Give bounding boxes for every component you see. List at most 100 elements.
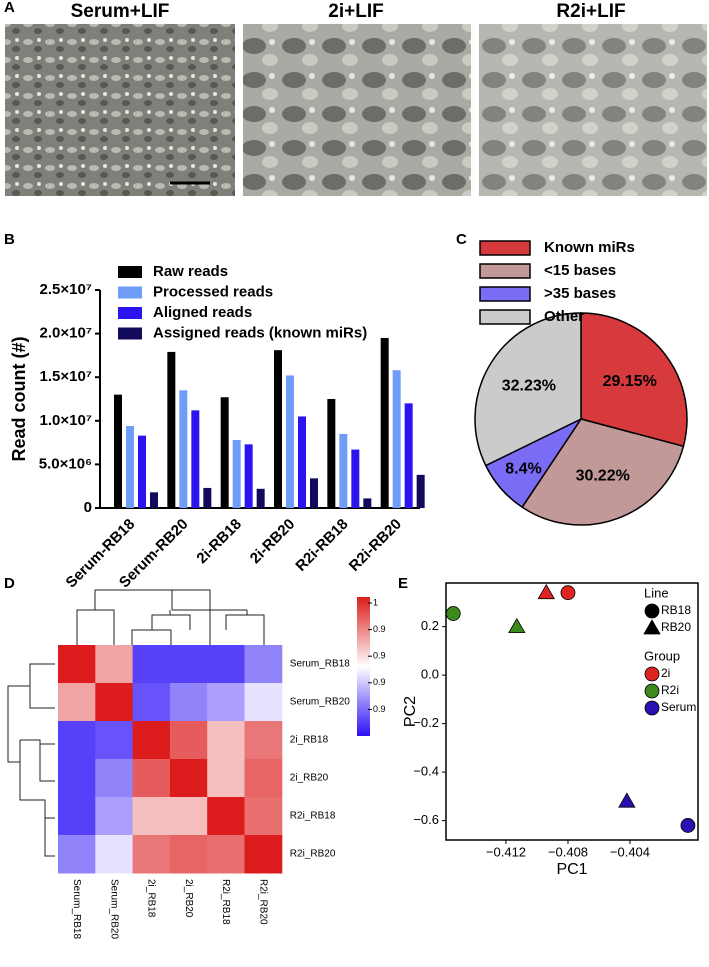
slice-label: 29.15% xyxy=(603,373,657,390)
heatmap-cell xyxy=(169,835,208,874)
heatmap-cell xyxy=(95,683,134,722)
legend-label: Assigned reads (known miRs) xyxy=(153,324,367,341)
heatmap-cell xyxy=(95,721,134,760)
row-label: R2i_RB18 xyxy=(290,811,336,822)
y-tick-label: 1.5×10⁷ xyxy=(40,368,93,385)
pie-slice xyxy=(580,312,688,448)
y-tick-label: 2.5×10⁷ xyxy=(40,281,93,298)
legend-title: Line xyxy=(644,585,669,600)
heatmap-cell xyxy=(207,721,245,760)
legend-swatch xyxy=(118,266,142,278)
heatmap-cell xyxy=(58,683,96,722)
slice-label: 30.22% xyxy=(576,468,630,485)
row-label: 2i_RB20 xyxy=(290,773,329,784)
legend-label: Processed reads xyxy=(153,283,273,300)
legend-marker xyxy=(644,683,660,699)
row-label: Serum_RB20 xyxy=(290,697,350,708)
legend-label: 2i xyxy=(661,666,670,680)
point xyxy=(445,606,461,621)
y-tick-label: 0 xyxy=(84,499,92,516)
row-label: R2i_RB20 xyxy=(290,849,336,860)
legend-label: Aligned reads xyxy=(153,304,252,321)
bar xyxy=(114,394,122,508)
bar xyxy=(416,474,425,508)
heatmap-cell xyxy=(95,797,134,836)
image-title: R2i+LIF xyxy=(556,1,625,22)
heatmap-cell xyxy=(132,721,171,760)
column-label: Serum_RB18 xyxy=(71,879,82,939)
legend-marker xyxy=(644,603,660,619)
column-label: Serum_RB20 xyxy=(108,879,119,939)
x-tick-label: −0.404 xyxy=(610,844,650,859)
micrograph xyxy=(5,24,235,196)
x-tick-label: R2i-RB18 xyxy=(292,516,351,575)
bar xyxy=(232,439,241,508)
slice-label: 8.4% xyxy=(505,460,541,477)
heatmap-cell xyxy=(207,797,245,836)
panel-letter: E xyxy=(398,575,408,592)
legend-swatch xyxy=(118,327,142,340)
heatmap-cell xyxy=(95,759,134,798)
heatmap-cell xyxy=(244,721,283,760)
pie-slice xyxy=(474,312,582,467)
bar xyxy=(339,433,348,508)
plot-frame xyxy=(445,582,699,841)
colorbar-label: 0.96 xyxy=(373,704,391,714)
bar xyxy=(220,397,229,508)
heatmap-cell xyxy=(244,797,283,836)
dendrogram xyxy=(7,589,265,857)
column-label: 2i_RB20 xyxy=(183,879,194,918)
y-tick-label: −0.4 xyxy=(413,764,439,779)
point xyxy=(537,583,555,600)
legend-label: <15 bases xyxy=(544,262,616,279)
bar xyxy=(380,337,389,508)
heatmap-cell xyxy=(58,721,96,760)
bar xyxy=(363,498,372,508)
heatmap-cell xyxy=(132,797,171,836)
heatmap-cell xyxy=(58,797,96,836)
x-tick-label: −0.412 xyxy=(486,844,526,859)
heatmap-cell xyxy=(132,645,171,684)
bar xyxy=(327,399,336,508)
heatmap-cell xyxy=(207,645,245,684)
column-label: R2i_RB20 xyxy=(258,879,269,925)
legend-marker xyxy=(643,619,661,635)
heatmap-cell xyxy=(95,645,134,684)
legend-swatch xyxy=(479,309,531,325)
heatmap-cell xyxy=(244,835,283,874)
bar xyxy=(167,351,176,508)
heatmap-cell xyxy=(169,683,208,722)
bar xyxy=(351,449,360,508)
y-tick-label: 1.0×10⁷ xyxy=(40,412,93,429)
x-tick-label: −0.408 xyxy=(548,844,588,859)
colorbar-label: 0.98 xyxy=(373,651,391,661)
bar xyxy=(138,435,146,508)
legend-title: Group xyxy=(644,648,680,663)
legend-label: RB18 xyxy=(661,603,691,617)
heatmap-cell xyxy=(244,759,283,798)
slice-label: 32.23% xyxy=(502,378,556,395)
legend-label: >35 bases xyxy=(544,285,616,302)
heatmap-cell xyxy=(207,759,245,798)
panel-letter: B xyxy=(4,231,15,248)
bar xyxy=(392,370,401,508)
column-label: 2i_RB18 xyxy=(146,879,157,918)
heatmap-cell xyxy=(169,645,208,684)
panel-letter: D xyxy=(4,575,15,592)
bar xyxy=(310,478,318,508)
bar xyxy=(298,416,306,508)
colorbar-label: 0.99 xyxy=(373,624,391,634)
micrograph xyxy=(479,24,707,196)
column-label: R2i_RB18 xyxy=(220,879,231,925)
y-tick-label: −0.6 xyxy=(413,812,439,827)
x-axis-title: PC1 xyxy=(556,861,587,878)
bar xyxy=(404,403,413,508)
heatmap-cell xyxy=(207,683,245,722)
y-tick-label: 2.0×10⁷ xyxy=(40,325,93,342)
bar xyxy=(256,488,265,508)
bar xyxy=(191,410,200,508)
panel-letter: A xyxy=(4,0,15,16)
legend-swatch xyxy=(118,286,142,299)
legend-label: Other xyxy=(544,308,584,325)
